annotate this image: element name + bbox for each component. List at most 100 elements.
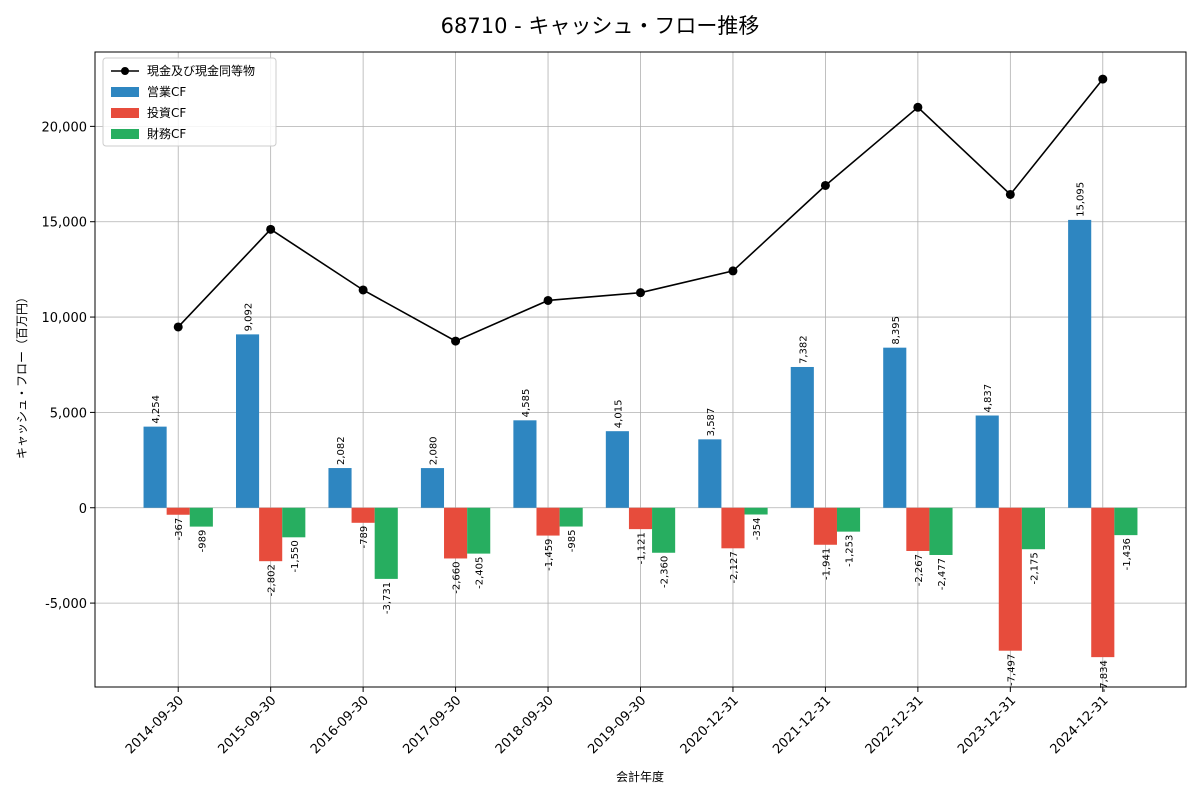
data-labels: 4,254 9,092 2,082 2,080 4,585 4,015 3,587 7,382… [151,182,1133,692]
data-label: -7,834 [1099,660,1110,692]
data-label: 3,587 [706,408,717,437]
legend-marker [121,67,129,75]
bar-財務CF-2015-09-30 [282,507,306,538]
bar-営業CF-2018-09-30 [513,420,537,508]
data-label: -2,267 [914,554,925,586]
bar-投資CF-2024-12-31 [1091,507,1115,658]
data-label: -2,175 [1029,552,1040,584]
cash-point-2016-09-30 [358,285,368,295]
y-tick-label: 15,000 [42,216,88,231]
data-label: -1,121 [637,532,648,564]
bar-財務CF-2019-09-30 [652,507,676,553]
y-tick-label: 10,000 [42,311,88,326]
bar-営業CF-2023-12-31 [975,415,999,508]
data-label: 9,092 [244,303,255,332]
legend-label: 現金及び現金同等物 [147,63,255,78]
bar-投資CF-2019-09-30 [628,507,653,530]
data-label: -354 [752,518,763,541]
bar-営業CF-2015-09-30 [235,334,260,508]
data-label: -1,459 [544,539,555,571]
cash-point-2022-12-31 [913,102,923,112]
cash-point-2015-09-30 [266,224,276,234]
data-label: -2,802 [267,564,278,596]
data-label: 15,095 [1076,182,1087,217]
data-label: -7,497 [1006,654,1017,686]
bar-財務CF-2020-12-31 [744,507,768,515]
bar-営業CF-2017-09-30 [420,468,445,508]
cash-point-2014-09-30 [173,322,183,332]
data-label: -989 [197,530,208,553]
data-label: -3,731 [382,582,393,614]
y-tick-label: 0 [79,502,87,517]
data-label: 4,585 [521,389,532,418]
data-label: -1,550 [290,540,301,572]
data-label: -985 [567,530,578,553]
legend-label: 財務CF [147,126,186,141]
chart-title: 68710 - キャッシュ・フロー推移 [441,14,760,38]
cash-line [173,74,1108,346]
data-label: 4,015 [613,400,624,429]
bar-投資CF-2023-12-31 [998,507,1022,651]
data-label: -1,941 [821,548,832,580]
bar-投資CF-2015-09-30 [259,507,283,562]
data-label: -2,477 [937,558,948,590]
bar-営業CF-2021-12-31 [790,366,814,508]
y-tick-label: -5,000 [45,597,87,612]
cash-point-2023-12-31 [1005,189,1015,199]
data-label: 8,395 [891,316,902,345]
data-label: -2,405 [475,557,486,589]
bar-財務CF-2014-09-30 [189,507,213,527]
legend-swatch [111,129,139,139]
cash-point-2018-09-30 [543,295,553,305]
data-label: 4,254 [151,395,162,424]
data-label: 4,837 [983,384,994,413]
bar-財務CF-2022-12-31 [929,507,953,555]
bar-営業CF-2022-12-31 [883,347,907,508]
bar-投資CF-2018-09-30 [536,507,560,536]
data-label: -2,660 [452,561,463,593]
bar-財務CF-2024-12-31 [1114,507,1138,536]
data-label: -1,436 [1122,538,1133,570]
data-label: -1,253 [845,535,856,567]
bar-投資CF-2016-09-30 [351,507,375,523]
bar-財務CF-2023-12-31 [1021,507,1046,550]
legend-label: 営業CF [147,85,186,99]
bar-財務CF-2016-09-30 [374,507,398,579]
bar-営業CF-2019-09-30 [605,431,629,508]
bar-財務CF-2018-09-30 [559,507,583,527]
bar-営業CF-2024-12-31 [1068,219,1092,508]
bar-営業CF-2020-12-31 [698,439,722,508]
y-tick-label: 20,000 [42,120,88,135]
bar-投資CF-2020-12-31 [721,507,745,549]
cash-point-2021-12-31 [820,180,830,190]
legend-box [102,57,277,147]
data-label: 7,382 [798,335,809,364]
bar-投資CF-2021-12-31 [813,507,837,545]
data-label: 2,082 [336,436,347,465]
legend-swatch [111,87,139,97]
y-axis-label: キャッシュ・フロー（百万円） [15,291,29,459]
legend-swatch [111,108,139,118]
cash-point-2019-09-30 [636,288,645,298]
data-label: -789 [359,526,370,549]
bar-営業CF-2014-09-30 [143,426,167,508]
legend-label: 投資CF [147,105,186,120]
bar-投資CF-2014-09-30 [166,507,190,515]
bar-投資CF-2022-12-31 [906,507,930,551]
bar-投資CF-2017-09-30 [444,507,468,559]
y-tick-label: 5,000 [50,406,87,421]
data-label: -367 [174,518,185,541]
cash-point-2017-09-30 [451,336,461,346]
x-axis-label: 会計年度 [616,769,664,784]
data-label: -2,127 [729,551,740,583]
data-label: 2,080 [428,436,439,465]
bar-財務CF-2017-09-30 [467,507,491,554]
data-label: -2,360 [660,556,671,588]
cash-point-2020-12-31 [728,266,738,276]
bar-営業CF-2016-09-30 [328,468,352,508]
bar-財務CF-2021-12-31 [836,507,861,532]
cash-point-2024-12-31 [1098,74,1108,84]
